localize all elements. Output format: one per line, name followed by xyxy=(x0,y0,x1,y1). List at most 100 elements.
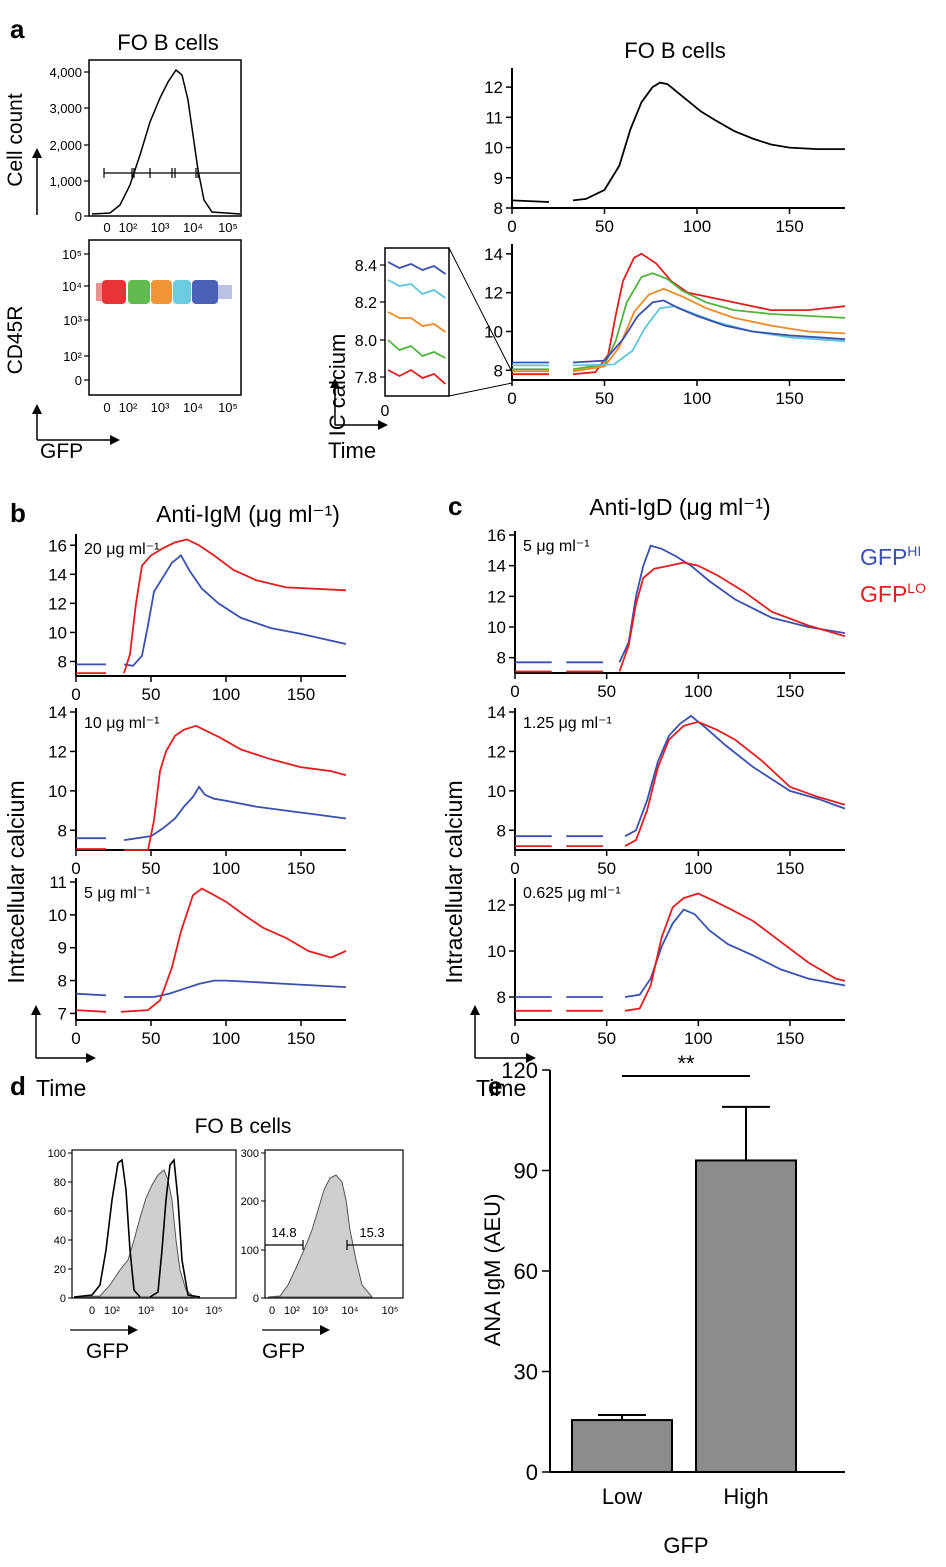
panel-c-y-arrow-head xyxy=(470,1005,480,1015)
d-left-x-tick-label: 10² xyxy=(104,1305,120,1317)
b3-chart-series-0-line xyxy=(124,979,347,998)
b1-chart-y-tick-label: 14 xyxy=(48,565,67,584)
b3-chart-y-tick-label: 9 xyxy=(58,939,67,958)
panel-b-y-arrow-head xyxy=(31,1005,41,1015)
d-left-filled-histogram xyxy=(73,1169,196,1298)
b2-chart-x-tick-label: 150 xyxy=(287,859,315,878)
hist-title: FO B cells xyxy=(117,30,218,55)
d-right-gate-left-value: 14.8 xyxy=(271,1225,296,1240)
dot-y-tick-label: 0 xyxy=(75,373,82,388)
d-left-y-tick-label: 0 xyxy=(60,1293,66,1305)
b3-chart-y-tick-label: 7 xyxy=(58,1004,67,1023)
c2-chart-series-1-line xyxy=(624,720,846,847)
a-top-chart-series-0-line xyxy=(511,199,550,203)
a-bottom-chart-series-1-line xyxy=(572,272,846,371)
panel-b-x-arrow-head xyxy=(86,1053,96,1063)
d-left-x-label: GFP xyxy=(86,1340,129,1363)
c2-chart-x-tick-label: 100 xyxy=(684,859,712,878)
a-bottom-chart-x-tick-label: 150 xyxy=(775,389,803,408)
c1-chart-x-tick-label: 0 xyxy=(510,682,519,701)
inset-y-tick-label: 8.4 xyxy=(355,258,377,275)
b1-chart-y-tick-label: 12 xyxy=(48,594,67,613)
panel-b-x-label: Time xyxy=(36,1075,86,1101)
d-left-x-arrow-head xyxy=(128,1325,138,1335)
d-left-x-tick-label: 10⁴ xyxy=(172,1305,189,1317)
b3-chart-y-tick-label: 10 xyxy=(48,906,67,925)
c2-chart-y-tick-label: 14 xyxy=(487,703,506,722)
b2-chart-series-1-line xyxy=(124,724,347,851)
a-top-chart-y-tick-label: 8 xyxy=(494,199,503,218)
b2-chart-annotation: 10 μg ml⁻¹ xyxy=(84,715,159,732)
a-top-chart-x-tick-label: 100 xyxy=(683,217,711,236)
e-y-label: ANA IgM (AEU) xyxy=(480,1194,505,1347)
e-y-tick-label: 30 xyxy=(514,1360,538,1385)
b1-chart-series-0-line xyxy=(123,554,347,667)
panel-b-y-label: Intracellular calcium xyxy=(3,780,29,983)
d-right-y-tick-label: 0 xyxy=(253,1293,259,1305)
b3-chart-y-tick-label: 11 xyxy=(49,873,67,892)
dot-x-tick-label: 10⁵ xyxy=(218,400,238,415)
hist-y-label: Cell count xyxy=(4,93,27,187)
inset-x-tick-label: 0 xyxy=(381,403,390,420)
b3-chart-x-tick-label: 100 xyxy=(212,1029,240,1048)
inset-y-arrow-head xyxy=(330,378,340,388)
c1-chart-y-tick-label: 10 xyxy=(487,618,506,637)
d-left-y-tick-label: 20 xyxy=(54,1264,66,1276)
b3-chart-x-tick-label: 0 xyxy=(71,1029,80,1048)
b3-chart-annotation: 5 μg ml⁻¹ xyxy=(84,885,151,902)
c3-chart-x-tick-label: 0 xyxy=(510,1029,519,1048)
a-bottom-chart-x-tick-label: 0 xyxy=(507,389,516,408)
c3-chart-series-1-line xyxy=(624,892,846,1012)
e-bar-high xyxy=(695,1159,797,1473)
dot-population-3 xyxy=(173,280,191,304)
a-bottom-chart-y-tick-label: 12 xyxy=(484,284,503,303)
b2-chart-y-tick-label: 14 xyxy=(48,703,67,722)
dot-x-tick-label: 0 xyxy=(103,400,110,415)
d-right-gate-right-value: 15.3 xyxy=(359,1225,384,1240)
panel-c-x-arrow-head xyxy=(526,1053,536,1063)
panel-label-d: d xyxy=(10,1071,26,1101)
b1-chart-x-tick-label: 150 xyxy=(287,685,315,704)
e-y-tick-label: 90 xyxy=(514,1159,538,1184)
b1-chart-y-tick-label: 16 xyxy=(48,536,67,555)
a-top-chart-x-tick-label: 0 xyxy=(507,217,516,236)
a-top-chart-series-0-line xyxy=(572,81,845,202)
d-left-y-tick-label: 80 xyxy=(54,1177,66,1189)
b3-chart-x-tick-label: 50 xyxy=(142,1029,161,1048)
b2-chart-x-tick-label: 50 xyxy=(142,859,161,878)
c1-chart-y-tick-label: 16 xyxy=(487,526,506,545)
c2-chart-x-tick-label: 150 xyxy=(776,859,804,878)
panel-label-b: b xyxy=(10,498,26,528)
d-left-y-tick-label: 40 xyxy=(54,1235,66,1247)
b2-chart-y-tick-label: 12 xyxy=(48,742,67,761)
c3-chart-y-tick-label: 8 xyxy=(497,988,506,1007)
c1-chart-series-1-line xyxy=(618,561,846,672)
dot-y-tick-label: 10⁴ xyxy=(62,279,82,294)
e-x-tick-label: Low xyxy=(602,1484,642,1509)
dot-x-label: GFP xyxy=(40,440,83,463)
a-top-chart-y-tick-label: 10 xyxy=(484,139,503,158)
a-bottom-chart-x-tick-label: 50 xyxy=(595,389,614,408)
c2-chart-series-0-line xyxy=(624,714,846,837)
c2-chart-x-tick-label: 0 xyxy=(510,859,519,878)
a-bottom-chart-series-2-line xyxy=(572,287,846,373)
hist-x-tick-label: 0 xyxy=(103,220,110,235)
inset-series-3-line xyxy=(387,339,446,359)
inset-series-2-line xyxy=(387,311,447,333)
hist-y-tick-label: 1,000 xyxy=(49,174,82,189)
hist-curve xyxy=(91,68,241,215)
a-bottom-chart-x-tick-label: 100 xyxy=(683,389,711,408)
hist-y-tick-label: 4,000 xyxy=(49,65,82,80)
e-x-tick-label: High xyxy=(723,1484,768,1509)
b1-chart-x-tick-label: 100 xyxy=(212,685,240,704)
c1-chart-x-tick-label: 100 xyxy=(684,682,712,701)
a-bottom-chart-series-0-line xyxy=(572,252,846,376)
a-bottom-chart-series-4-line xyxy=(572,299,846,364)
panel-label-a: a xyxy=(10,14,25,44)
b2-chart-y-tick-label: 10 xyxy=(48,782,67,801)
hist-x-tick-label: 10² xyxy=(119,220,138,235)
a-top-chart-y-tick-label: 12 xyxy=(484,78,503,97)
d-right-x-tick-label: 10² xyxy=(284,1305,300,1317)
panel-c-title: Anti-IgD (μg ml⁻¹) xyxy=(589,494,770,520)
